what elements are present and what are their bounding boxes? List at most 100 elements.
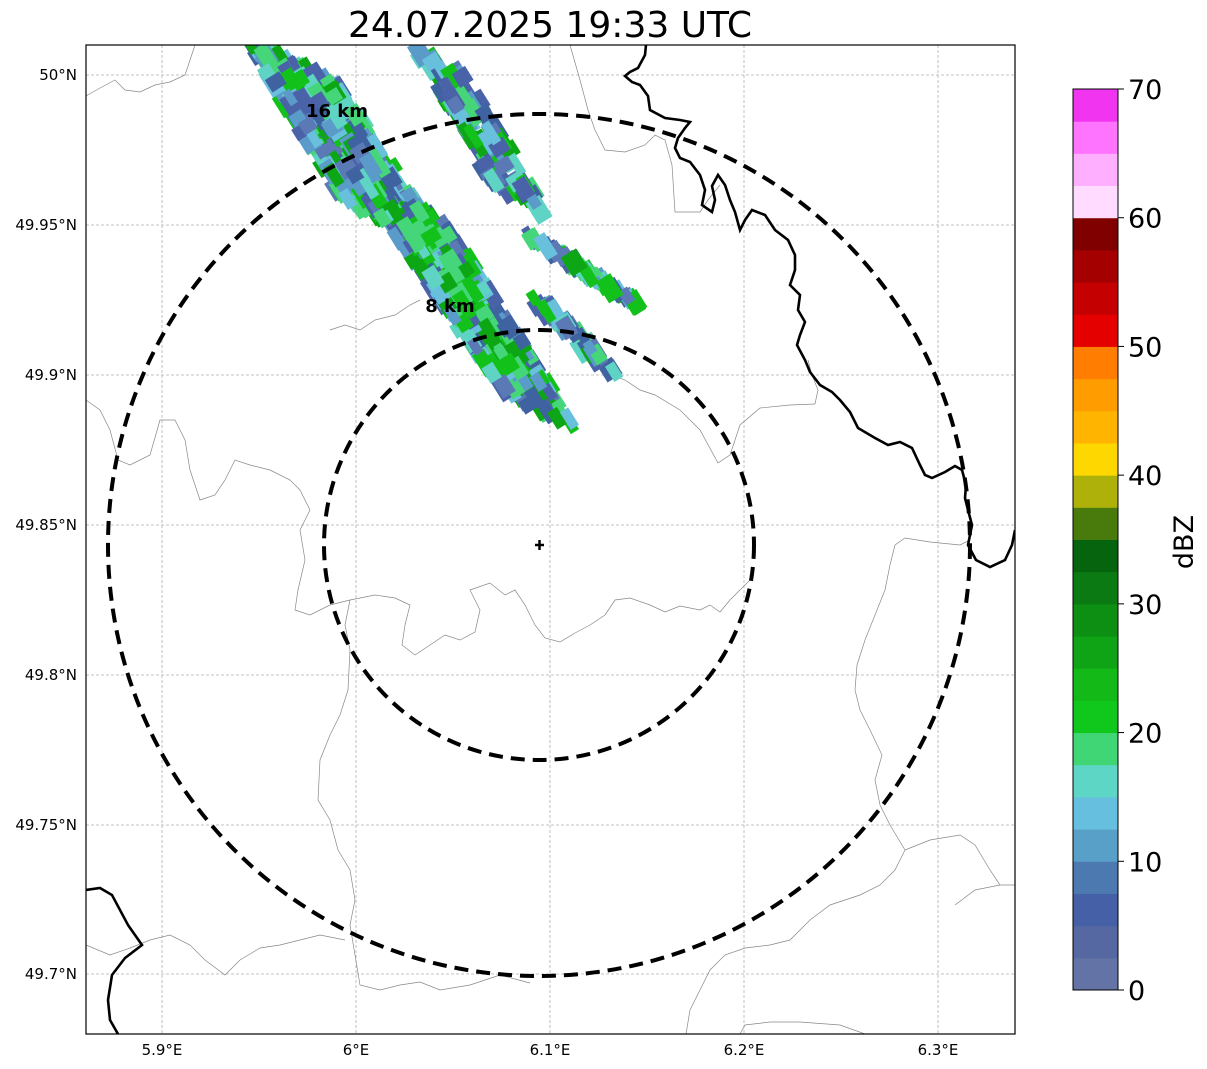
- echo-cell: [463, 123, 484, 150]
- echo-cell: [604, 361, 624, 383]
- echo-cell: [344, 104, 366, 127]
- echo-cell: [282, 88, 298, 107]
- echo-cell: [359, 152, 383, 180]
- echo-cell: [264, 71, 287, 93]
- echo-cell: [420, 225, 443, 247]
- colorbar-tick-label: 60: [1128, 204, 1162, 235]
- lon-tick-label: 6.3°E: [918, 1041, 959, 1059]
- colorbar-segment: [1073, 957, 1118, 991]
- colorbar-segment: [1073, 636, 1118, 669]
- echo-cell: [310, 91, 328, 109]
- colorbar-segment: [1073, 410, 1118, 444]
- echo-cell: [535, 299, 552, 316]
- echo-cell: [595, 273, 624, 304]
- colorbar-tick-label: 0: [1128, 976, 1145, 1007]
- latitude-tick-labels: 50°N 49.95°N 49.9°N 49.85°N 49.8°N 49.75°N 49.…: [15, 66, 77, 983]
- echo-cell: [289, 74, 306, 92]
- colorbar-segment: [1073, 153, 1118, 187]
- echo-cell: [488, 136, 511, 159]
- echo-cell: [617, 286, 636, 306]
- colorbar-segment: [1073, 346, 1118, 380]
- colorbar-segment: [1073, 668, 1118, 701]
- echo-cell: [511, 175, 536, 202]
- river-lines: [86, 45, 1015, 1034]
- map-frame: [85, 44, 1016, 1035]
- echo-cell: [560, 248, 588, 277]
- ring-label-8km: 8 km: [425, 296, 475, 317]
- colorbar-tick-label: 40: [1128, 461, 1162, 492]
- range-ring-16km: [106, 112, 972, 978]
- ring-label-16km: 16 km: [306, 101, 368, 122]
- echo-cell: [337, 187, 358, 211]
- radar-site-marker: [535, 540, 544, 550]
- colorbar-segment: [1073, 475, 1118, 508]
- lat-tick-label: 50°N: [39, 66, 77, 84]
- admin-boundaries: [86, 45, 1015, 1034]
- lat-tick-label: 49.7°N: [25, 965, 77, 983]
- echo-cell: [523, 383, 547, 408]
- echo-cell: [467, 337, 484, 356]
- colorbar-segment: [1073, 442, 1118, 476]
- echo-cell: [291, 86, 318, 116]
- echo-cell: [458, 260, 476, 279]
- lon-tick-label: 5.9°E: [142, 1041, 183, 1059]
- echo-cell: [325, 135, 344, 157]
- colorbar-segment: [1073, 796, 1118, 830]
- echo-cell: [441, 262, 466, 288]
- colorbar-segment: [1073, 249, 1118, 283]
- echo-cell: [386, 226, 408, 251]
- colorbar-segment: [1073, 539, 1118, 573]
- colorbar-segment: [1073, 700, 1118, 734]
- colorbar-segment: [1073, 861, 1118, 894]
- echo-cell: [529, 371, 548, 392]
- colorbar-segment: [1073, 507, 1118, 540]
- colorbar-segment: [1073, 89, 1118, 122]
- colorbar-tick-labels: 0 10 20 30 40 50 60 70: [1118, 75, 1162, 1007]
- echo-cell: [498, 314, 522, 340]
- colorbar-segment: [1073, 571, 1118, 605]
- echo-cell: [436, 271, 458, 294]
- map-area: 16 km 8 km: [86, 45, 1015, 1034]
- colorbar-tick-label: 70: [1128, 75, 1162, 106]
- lat-tick-label: 49.8°N: [25, 666, 77, 684]
- lat-tick-label: 49.75°N: [15, 816, 77, 834]
- echo-cell: [421, 264, 445, 290]
- colorbar-segment: [1073, 282, 1118, 315]
- echo-cell: [506, 152, 527, 177]
- echo-cell: [443, 304, 462, 326]
- echo-cell: [474, 103, 498, 129]
- echo-cell: [446, 95, 465, 115]
- echo-cell: [482, 168, 505, 194]
- echo-cell: [253, 45, 279, 72]
- echo-cell: [440, 225, 458, 244]
- echo-cell: [451, 65, 474, 89]
- echo-cell: [481, 361, 502, 384]
- colorbar-tick-label: 10: [1128, 847, 1162, 878]
- colorbar-frame: [1072, 88, 1119, 991]
- colorbar-segment: [1073, 732, 1118, 766]
- echo-cell: [525, 289, 541, 305]
- colorbar-segment: [1073, 185, 1118, 219]
- echo-cell: [480, 120, 502, 146]
- radar-echo-field: [240, 45, 648, 435]
- echo-cell: [533, 232, 558, 261]
- lon-tick-label: 6.1°E: [530, 1041, 571, 1059]
- echo-cell: [478, 317, 500, 344]
- echo-cell: [297, 115, 319, 136]
- colorbar-label: dBZ: [1169, 515, 1200, 569]
- colorbar-tick-label: 30: [1128, 590, 1162, 621]
- echo-cell: [359, 175, 380, 200]
- colorbar-segment: [1073, 217, 1118, 251]
- colorbar-segment: [1073, 378, 1118, 412]
- echo-cell: [461, 275, 485, 304]
- echo-cell: [405, 232, 424, 254]
- echo-cell: [559, 407, 579, 430]
- echo-cell: [484, 352, 506, 378]
- colorbar-segment: [1073, 829, 1118, 862]
- echo-cell: [408, 200, 430, 224]
- lat-tick-label: 49.9°N: [25, 366, 77, 384]
- colorbar-tick-label: 20: [1128, 719, 1162, 750]
- echo-cell: [453, 82, 473, 105]
- lon-tick-label: 6.2°E: [724, 1041, 765, 1059]
